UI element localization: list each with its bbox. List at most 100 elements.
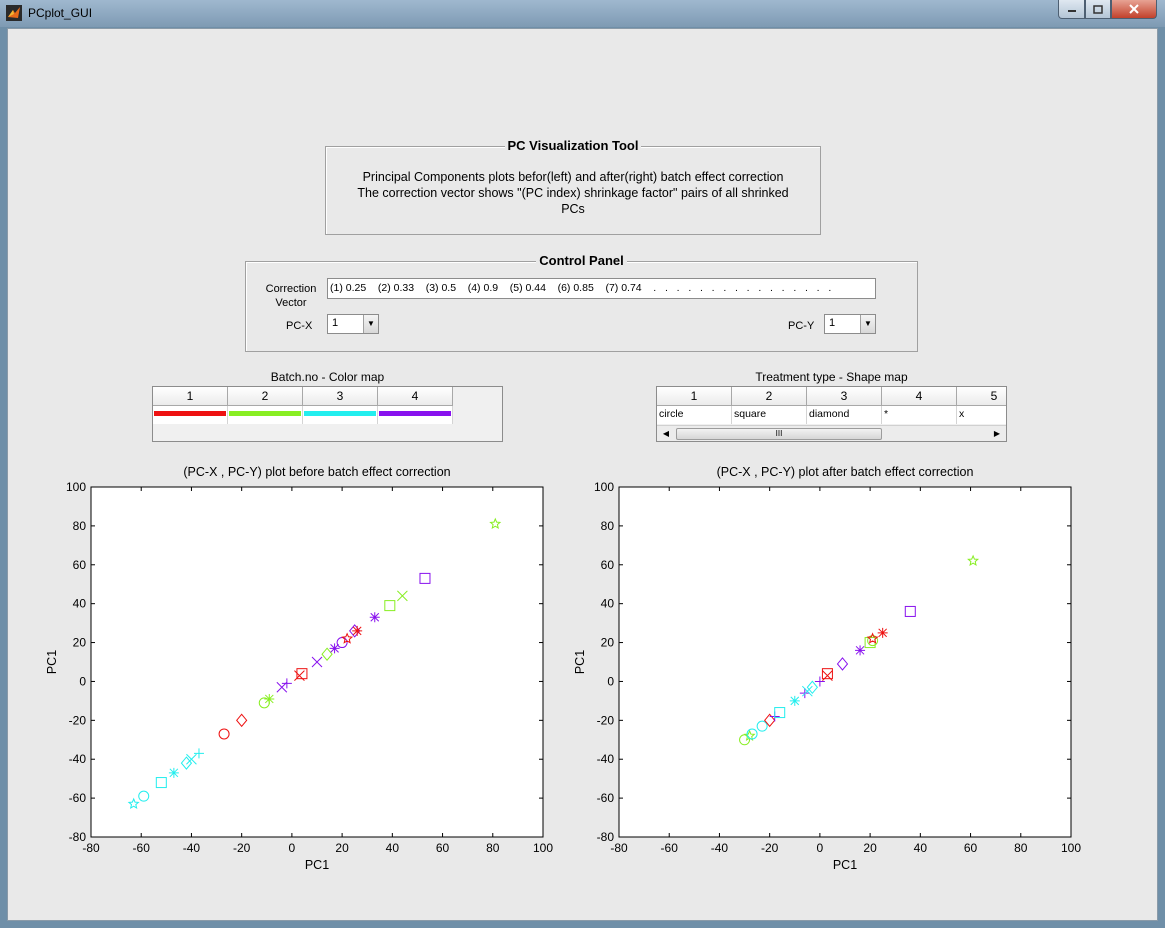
close-icon [1129, 4, 1139, 14]
y-axis-label: PC1 [45, 650, 59, 674]
correction-vector-field[interactable]: (1) 0.25 (2) 0.33 (3) 0.5 (4) 0.9 (5) 0.… [327, 278, 876, 299]
scrollbar-thumb[interactable]: III [676, 428, 882, 440]
shape-map-table: 1 2 3 4 5 circle square diamond * x ◀ II… [656, 386, 1007, 442]
color-map-header[interactable]: 1 [153, 387, 228, 406]
window-title: PCplot_GUI [28, 6, 93, 20]
info-text: Principal Components plots befor(left) a… [336, 169, 810, 217]
info-panel-title: PC Visualization Tool [504, 138, 642, 153]
y-tick-label: -20 [597, 713, 615, 727]
color-map-header[interactable]: 2 [228, 387, 303, 406]
shape-map-header[interactable]: 3 [807, 387, 882, 406]
horizontal-scrollbar[interactable]: ◀ III ▶ [657, 425, 1006, 441]
matlab-icon [6, 5, 22, 21]
minimize-button[interactable] [1058, 0, 1085, 19]
color-map-cell[interactable] [228, 406, 303, 424]
x-axis-label: PC1 [833, 858, 857, 872]
info-line: PCs [561, 202, 585, 216]
y-tick-label: -60 [69, 791, 87, 805]
info-line: The correction vector shows "(PC index) … [357, 186, 789, 200]
color-map-header[interactable]: 4 [378, 387, 453, 406]
plot-before-correction: (PC-X , PC-Y) plot before batch effect c… [45, 465, 553, 872]
x-tick-label: -80 [82, 841, 100, 855]
x-tick-label: 100 [533, 841, 553, 855]
data-point-star [127, 797, 140, 810]
data-point-plus [814, 676, 825, 687]
y-tick-label: 100 [594, 480, 614, 494]
data-point-asterisk [168, 767, 179, 778]
data-point-circle [756, 720, 768, 732]
x-tick-label: 80 [486, 841, 500, 855]
scroll-left-icon[interactable]: ◀ [662, 429, 670, 438]
y-axis-label: PC1 [573, 650, 587, 674]
info-line: Principal Components plots befor(left) a… [362, 170, 784, 184]
data-point-asterisk [369, 612, 380, 623]
x-tick-label: 60 [964, 841, 978, 855]
maximize-button[interactable] [1085, 0, 1111, 19]
color-swatch [229, 411, 301, 416]
shape-map-header[interactable]: 2 [732, 387, 807, 406]
data-point-square [419, 572, 431, 584]
data-point-square [155, 777, 167, 789]
color-swatch [154, 411, 226, 416]
shape-map-cell[interactable]: * [882, 406, 957, 424]
data-point-plus [281, 678, 292, 689]
data-point-x [311, 656, 323, 668]
y-tick-label: -80 [597, 830, 615, 844]
x-tick-label: 40 [386, 841, 400, 855]
shape-map-cell[interactable]: x [957, 406, 1006, 424]
x-tick-label: -40 [711, 841, 729, 855]
x-tick-label: 0 [289, 841, 296, 855]
color-map-cell[interactable] [303, 406, 378, 424]
pc-x-dropdown[interactable]: 1 ▼ [327, 314, 379, 334]
pc-y-dropdown[interactable]: 1 ▼ [824, 314, 876, 334]
scroll-right-icon[interactable]: ▶ [993, 429, 1001, 438]
y-tick-label: 0 [607, 674, 614, 688]
shape-map-header[interactable]: 4 [882, 387, 957, 406]
shape-map-cell[interactable]: square [732, 406, 807, 424]
data-point-circle [218, 728, 230, 740]
data-point-x [397, 590, 408, 602]
x-tick-label: -20 [761, 841, 779, 855]
shape-map-cell[interactable]: diamond [807, 406, 882, 424]
color-map-table: 1 2 3 4 [152, 386, 503, 442]
chevron-down-icon[interactable]: ▼ [860, 315, 875, 333]
x-tick-label: -60 [133, 841, 151, 855]
plot-area [618, 486, 1072, 838]
control-panel: Control Panel Correction Vector (1) 0.25… [245, 253, 918, 352]
y-tick-label: -80 [69, 830, 87, 844]
y-tick-label: -60 [597, 791, 615, 805]
color-map-cell[interactable] [378, 406, 453, 424]
shape-map-header[interactable]: 5 [957, 387, 1006, 406]
chevron-down-icon[interactable]: ▼ [363, 315, 378, 333]
plot-after-correction: (PC-X , PC-Y) plot after batch effect co… [573, 465, 1081, 872]
y-tick-label: -20 [69, 713, 87, 727]
y-tick-label: 40 [73, 597, 87, 611]
y-tick-label: -40 [597, 752, 615, 766]
data-point-x [801, 685, 813, 697]
y-tick-label: 20 [73, 636, 87, 650]
data-point-asterisk [877, 627, 888, 638]
pc-y-label: PC-Y [788, 320, 815, 332]
data-point-circle [746, 728, 758, 740]
color-map-header[interactable]: 3 [303, 387, 378, 406]
client-area: PC Visualization Tool Principal Componen… [7, 28, 1158, 921]
close-button[interactable] [1111, 0, 1157, 19]
control-panel-title: Control Panel [536, 253, 627, 268]
color-map-cell[interactable] [153, 406, 228, 424]
x-tick-label: 20 [335, 841, 349, 855]
x-tick-label: 80 [1014, 841, 1028, 855]
maximize-icon [1093, 4, 1103, 14]
color-swatch [304, 411, 376, 416]
data-point-square [821, 668, 833, 680]
data-point-star [489, 517, 502, 530]
x-tick-label: 60 [436, 841, 450, 855]
shape-map-header[interactable]: 1 [657, 387, 732, 406]
x-tick-label: 40 [914, 841, 928, 855]
y-tick-label: 100 [66, 480, 86, 494]
data-point-x [186, 753, 197, 765]
pc-x-label: PC-X [286, 320, 313, 332]
shape-map-cell[interactable]: circle [657, 406, 732, 424]
x-tick-label: 20 [863, 841, 877, 855]
color-map-title: Batch.no - Color map [270, 370, 385, 384]
x-tick-label: 100 [1061, 841, 1081, 855]
